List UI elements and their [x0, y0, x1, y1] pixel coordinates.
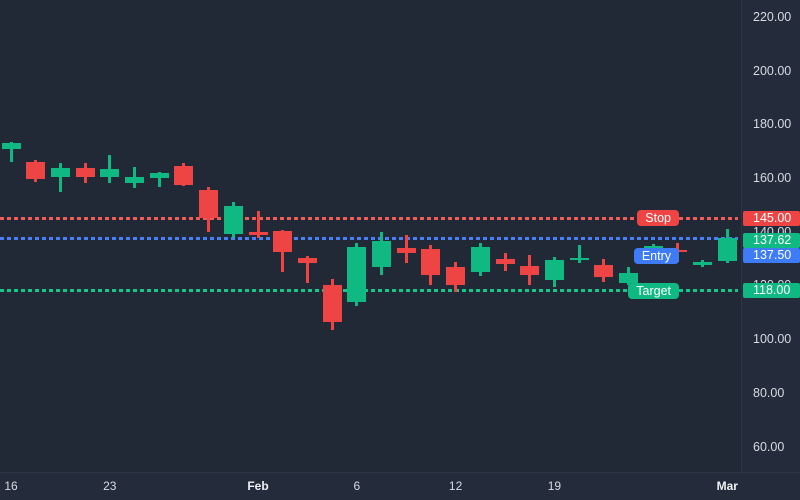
target-level-line[interactable]	[0, 289, 738, 293]
price-axis[interactable]: 220.00200.00180.00160.00140.00120.00100.…	[742, 0, 800, 472]
candle-body	[594, 264, 614, 277]
candle-body	[273, 230, 293, 252]
candle-wick	[305, 255, 309, 284]
candle-body	[717, 238, 737, 262]
price-tick-label: 220.00	[753, 9, 792, 24]
candle-body	[1, 142, 21, 149]
candle-body	[619, 273, 638, 284]
candle-wick	[58, 162, 62, 192]
candle-body	[495, 259, 515, 264]
candle-body	[372, 241, 391, 268]
candle-body	[520, 265, 540, 276]
candle-body	[174, 166, 194, 186]
candle-body	[322, 284, 342, 322]
price-tick-label: 200.00	[753, 63, 792, 78]
candle-body	[347, 246, 367, 302]
candle-wick	[108, 155, 112, 183]
target-price-axis-label: 118.00	[743, 283, 800, 299]
price-tick-label: 180.00	[753, 117, 792, 132]
price-tick-label: 160.00	[753, 171, 792, 186]
time-tick-label: 16	[4, 479, 18, 493]
candle-body	[75, 167, 95, 177]
candle-body	[544, 259, 564, 280]
time-tick-label: Feb	[247, 479, 269, 493]
candle-body	[297, 258, 317, 264]
candle-body	[199, 189, 219, 219]
price-tick-label: 60.00	[753, 439, 785, 454]
target-label-tag[interactable]: Target	[628, 282, 679, 299]
candle-wick	[157, 172, 161, 187]
candle-body	[396, 248, 416, 254]
time-axis[interactable]: 16 23 Feb 6 12 19 Mar	[0, 473, 800, 500]
last-price-axis-label: 137.62	[743, 232, 800, 248]
candle-body	[693, 262, 713, 266]
candle-body	[248, 231, 268, 235]
candle-body	[149, 173, 169, 179]
candle-body	[569, 257, 589, 260]
time-tick-label: 19	[547, 479, 562, 493]
candle-body	[446, 266, 466, 285]
stop-label-tag[interactable]: Stop	[637, 210, 679, 227]
candle-wick	[577, 244, 581, 264]
price-axis-border	[741, 0, 742, 472]
price-tick-label: 100.00	[753, 332, 792, 347]
time-tick-label: 23	[103, 479, 117, 493]
candle-body	[100, 169, 120, 177]
entry-level-line[interactable]	[0, 237, 738, 240]
candle-body	[50, 168, 70, 177]
time-axis-border	[0, 472, 800, 473]
time-tick-label: 12	[448, 479, 463, 493]
candle-body	[223, 205, 243, 234]
candle-wick	[9, 141, 13, 162]
stop-level-line[interactable]	[0, 216, 738, 220]
candle-wick	[256, 210, 260, 239]
stop-price-axis-label: 145.00	[743, 210, 800, 226]
candle-body	[470, 247, 490, 272]
entry-label-tag[interactable]: Entry	[633, 247, 679, 264]
time-tick-label: 6	[353, 479, 361, 493]
time-tick-label: Mar	[716, 479, 738, 493]
candle-body	[421, 249, 441, 275]
candle-body	[26, 161, 46, 180]
price-chart-plot[interactable]: Stop Entry Target	[0, 0, 741, 472]
price-tick-label: 80.00	[753, 385, 785, 400]
candle-body	[125, 177, 144, 183]
entry-price-axis-label: 137.50	[743, 248, 800, 264]
